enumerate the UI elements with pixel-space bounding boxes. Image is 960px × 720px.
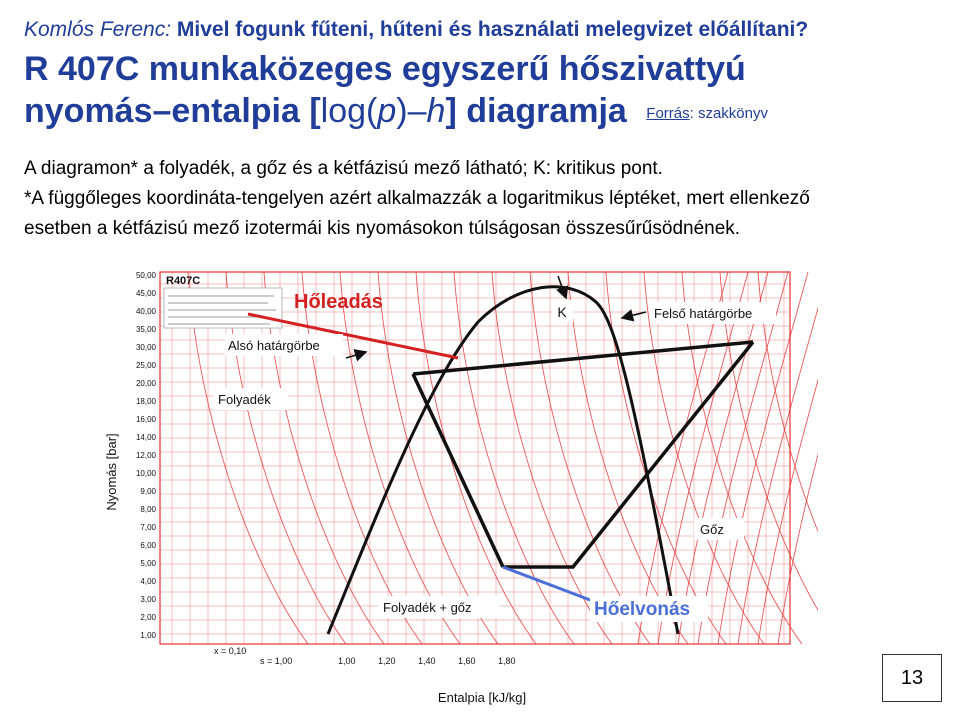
upper-boundary-arrow (620, 309, 647, 322)
slide-title-line1: R 407C munkaközeges egyszerű hőszivattyú (24, 50, 746, 88)
y-tick-label: 14,00 (136, 433, 157, 442)
lower-boundary-label: Alsó határgörbe (228, 338, 320, 353)
title-part-b: log( (320, 92, 378, 130)
y-tick-label: 30,00 (136, 343, 157, 352)
x-axis-title: Entalpia [kJ/kg] (438, 690, 526, 705)
liquid-bg (214, 388, 288, 410)
x-tick-label: 1,20 (378, 656, 396, 666)
source-value: : szakkönyv (689, 104, 768, 122)
body-line-2: *A függőleges koordináta-tengelyen azért… (24, 188, 810, 209)
x-tick-label: 1,00 (338, 656, 356, 666)
title-part-c: )– (396, 92, 427, 130)
info-box-lines (168, 295, 276, 325)
header-question: Mivel fogunk fűteni, hűteni és használat… (176, 18, 809, 41)
x-quality-label: x = 0,10 (214, 646, 246, 656)
critical-point-label: K (557, 304, 567, 320)
x-tick-label: 1,80 (498, 656, 516, 666)
y-tick-label: 20,00 (136, 379, 157, 388)
y-tick-label: 18,00 (136, 397, 157, 406)
saturation-dome (326, 285, 680, 635)
x-tick-label: 1,60 (458, 656, 476, 666)
y-tick-label: 7,00 (140, 523, 156, 532)
y-tick-label: 16,00 (136, 415, 157, 424)
vapor-label: Gőz (700, 522, 724, 537)
y-tick-label: 5,00 (140, 559, 156, 568)
heat-absorption-bg (590, 596, 708, 622)
y-tick-label: 4,00 (140, 577, 156, 586)
title-part-h: h (426, 92, 446, 130)
x-tick-labels: 1,00 1,20 1,40 1,60 1,80 (338, 656, 516, 666)
body-line-1: A diagramon* a folyadék, a gőz és a kétf… (24, 158, 663, 179)
y-tick-label: 50,00 (136, 271, 157, 280)
upper-boundary-bg (650, 302, 776, 324)
y-tick-label: 2,00 (140, 613, 156, 622)
ph-diagram: 50,00 45,00 40,00 35,00 30,00 25,00 20,00 18,00… (104, 271, 818, 705)
two-phase-bg (378, 596, 500, 618)
y-axis-title: Nyomás [bar] (104, 433, 119, 510)
title-part-a: nyomás–entalpia [ (24, 92, 321, 130)
x-tick-label: 1,40 (418, 656, 436, 666)
title-part-d: ] diagramja (445, 92, 627, 130)
y-tick-label: 1,00 (140, 631, 156, 640)
heat-absorption-line (502, 565, 607, 608)
body-line-3: esetben a kétfázisú mező izotermái kis n… (24, 218, 741, 239)
heat-release-line (247, 312, 459, 360)
heat-release-label: Hőleadás (294, 291, 383, 313)
y-tick-label: 45,00 (136, 289, 157, 298)
liquid-label: Folyadék (218, 392, 271, 407)
source-label: Forrás (646, 104, 690, 122)
y-tick-label: 8,00 (140, 505, 156, 514)
y-tick-label: 3,00 (140, 595, 156, 604)
info-box (163, 287, 283, 329)
slide-title-line2: nyomás–entalpia [log(p)–h] diagramja For… (24, 92, 768, 131)
page-number: 13 (882, 654, 942, 702)
entropy-label: s = 1,00 (260, 656, 292, 666)
y-tick-label: 10,00 (136, 469, 157, 478)
refrigerant-label: R407C (166, 275, 200, 287)
slide-header: Komlós Ferenc: Mivel fogunk fűteni, hűte… (24, 18, 808, 42)
critical-point-arrow (556, 275, 569, 300)
y-tick-label: 6,00 (140, 541, 156, 550)
y-tick-label: 25,00 (136, 361, 157, 370)
y-tick-label: 9,00 (140, 487, 156, 496)
lower-boundary-bg (225, 334, 343, 356)
source-note: Forrás: szakkönyv (646, 105, 768, 122)
two-phase-label: Folyadék + gőz (383, 600, 472, 615)
title-part-p: p (377, 92, 397, 130)
y-tick-label: 35,00 (136, 325, 157, 334)
upper-boundary-label: Felső határgörbe (654, 306, 752, 321)
vapor-bg (694, 518, 744, 540)
y-tick-labels: 50,00 45,00 40,00 35,00 30,00 25,00 20,00 18,00… (136, 271, 157, 640)
lower-boundary-arrow (345, 349, 368, 362)
cycle-path (411, 340, 755, 569)
y-tick-label: 12,00 (136, 451, 157, 460)
k-label-bg (551, 300, 573, 322)
heat-absorption-label: Hőelvonás (594, 599, 690, 620)
author-name: Komlós Ferenc (24, 18, 166, 41)
y-tick-label: 40,00 (136, 307, 157, 316)
header-separator: : (165, 18, 172, 41)
